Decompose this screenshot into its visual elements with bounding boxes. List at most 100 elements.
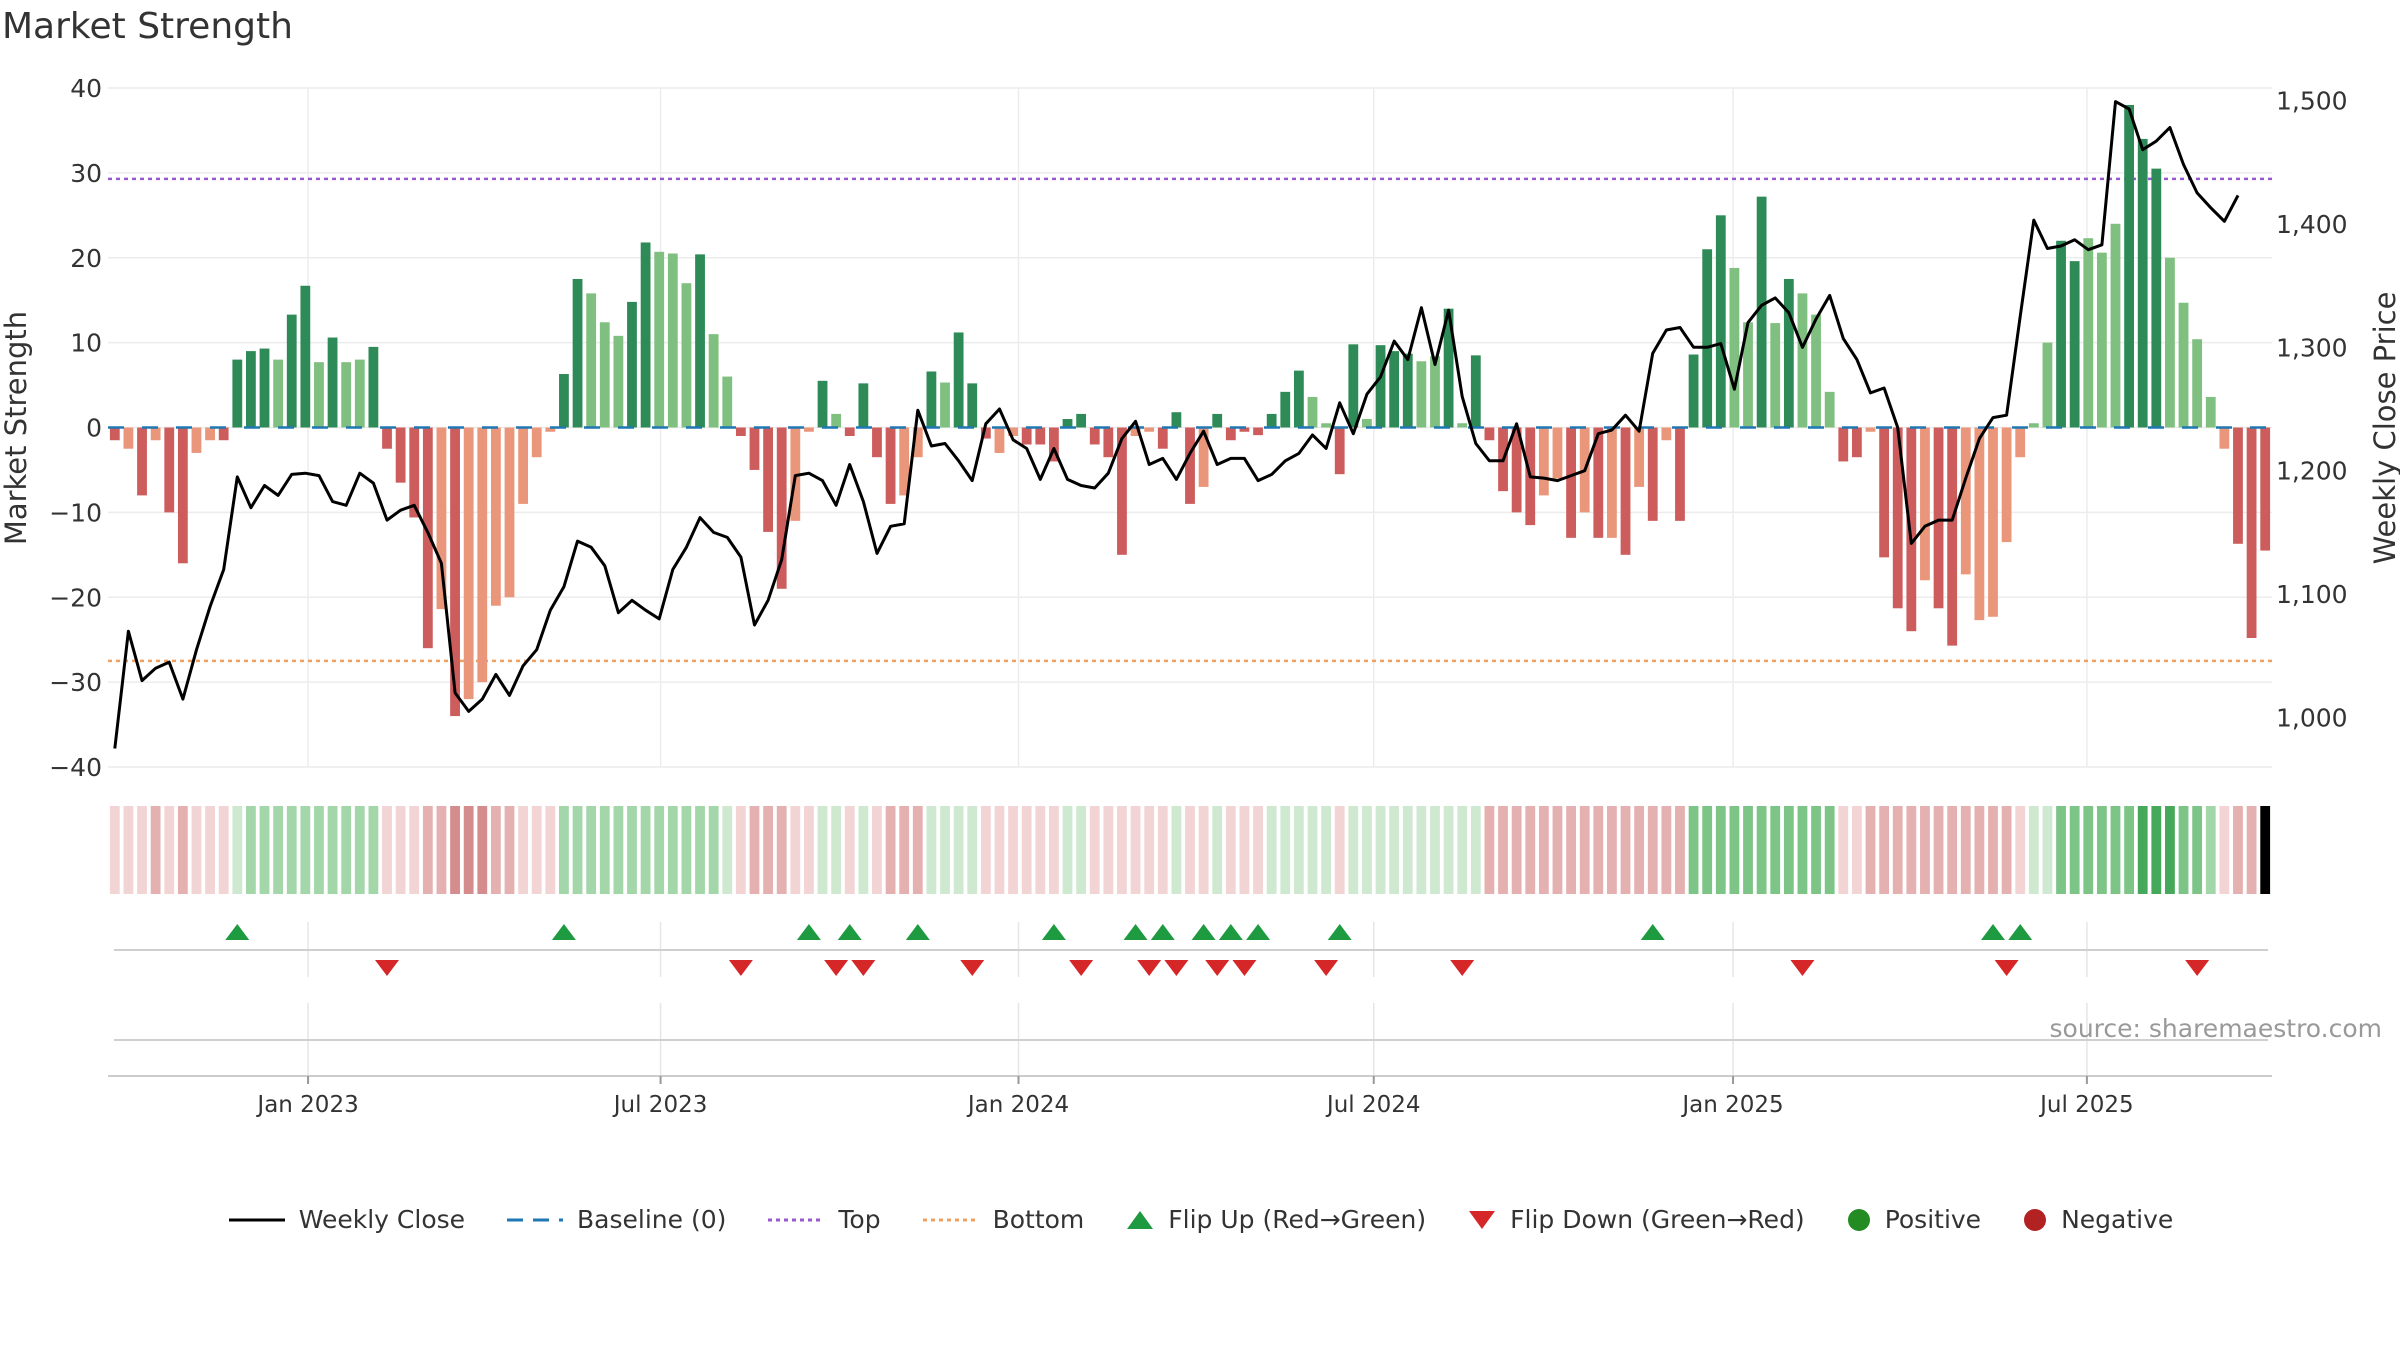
dotted-line-swatch-icon [768, 1218, 825, 1221]
strength-bar [531, 427, 542, 458]
strength-bar [681, 283, 692, 428]
strength-bar [259, 348, 270, 428]
strength-bar [1647, 427, 1658, 521]
flip-up-marker [905, 924, 930, 940]
strength-band [205, 806, 215, 894]
flip-down-marker [960, 960, 985, 976]
strength-bar [2124, 104, 2134, 428]
strength-bar [1607, 427, 1617, 538]
strength-bar [2069, 261, 2080, 428]
strength-band [545, 806, 556, 894]
strength-bar [817, 380, 828, 428]
strength-bar [2260, 427, 2271, 551]
strength-band [2042, 806, 2053, 894]
strength-bar [504, 427, 515, 598]
strength-band [1906, 806, 1917, 894]
strength-band [2246, 806, 2257, 894]
strength-bar [2178, 302, 2189, 428]
strength-bar [382, 427, 392, 449]
strength-band [2165, 806, 2175, 894]
strength-band [463, 806, 474, 894]
strength-band [300, 806, 311, 894]
strength-bar [545, 427, 556, 432]
strength-band [1783, 806, 1794, 894]
legend-weekly-close: Weekly Close [227, 1205, 465, 1234]
legend-flip-up: Flip Up (Red→Green) [1124, 1205, 1426, 1234]
strength-band [790, 806, 801, 894]
strength-band [1865, 806, 1876, 894]
strength-band [436, 806, 447, 894]
strength-band [1525, 806, 1536, 894]
strength-band [450, 806, 460, 894]
legend-flip-up-label: Flip Up (Red→Green) [1168, 1205, 1427, 1234]
flip-down-marker [1164, 960, 1189, 976]
strength-bar [1293, 370, 1304, 428]
strength-bar [246, 351, 256, 428]
strength-band [2110, 806, 2121, 894]
strength-band [1089, 806, 1100, 894]
flip-up-marker [551, 924, 576, 940]
strength-bar [2001, 427, 2012, 543]
x-tick-label: Jan 2024 [966, 1092, 1069, 1118]
strength-bar [1212, 413, 1223, 428]
strength-band [1375, 806, 1386, 894]
strength-bar [1688, 354, 1699, 428]
legend-flip-down-label: Flip Down (Green→Red) [1510, 1205, 1805, 1234]
y-tick-label: −30 [49, 668, 102, 697]
strength-band [1974, 806, 1985, 894]
strength-band [1484, 806, 1495, 894]
strength-bar [599, 322, 610, 428]
strength-bar [1743, 322, 1753, 428]
strength-bar [2137, 138, 2148, 428]
y-tick-label: 10 [70, 329, 102, 358]
strength-bar [2192, 339, 2203, 428]
strength-band [164, 806, 175, 894]
strength-band [1293, 806, 1304, 894]
strength-bar [2205, 396, 2216, 428]
strength-bar [735, 427, 746, 436]
strength-band [518, 806, 529, 894]
strength-band [1157, 806, 1168, 894]
strength-bar [2110, 223, 2121, 428]
strength-band [926, 806, 937, 894]
strength-band [1348, 806, 1359, 894]
dotted-line-swatch-icon [922, 1218, 979, 1221]
y-tick-label: 30 [70, 159, 102, 188]
strength-band [804, 806, 814, 894]
flip-up-marker [2008, 924, 2033, 940]
strength-bar [1130, 427, 1141, 436]
strength-bar [1620, 427, 1631, 555]
strength-band [2056, 806, 2066, 894]
strength-band [1021, 806, 1032, 894]
strength-band [2083, 806, 2094, 894]
legend-negative-label: Negative [2061, 1205, 2174, 1234]
strength-bar [1334, 427, 1345, 475]
strength-bar [2096, 252, 2107, 428]
strength-band [1430, 806, 1440, 894]
strength-band [1729, 806, 1740, 894]
strength-bar [1457, 423, 1468, 428]
strength-bar [1988, 427, 1998, 617]
strength-band [477, 806, 488, 894]
strength-bar [1035, 427, 1046, 445]
strength-band [1851, 806, 1862, 894]
strength-band [2178, 806, 2189, 894]
strength-bar [422, 427, 433, 649]
strength-band [382, 806, 392, 894]
y2-axis-title: Weekly Close Price [2368, 292, 2400, 565]
strength-bar [327, 337, 338, 428]
strength-band [1144, 806, 1155, 894]
strength-bar [1824, 391, 1835, 428]
strength-band [1321, 806, 1332, 894]
strength-bar [1402, 353, 1413, 428]
strength-bar [1416, 361, 1427, 428]
strength-bar [177, 427, 188, 564]
strength-bar [1661, 427, 1672, 441]
strength-band [1811, 806, 1821, 894]
strength-bar [1538, 427, 1549, 496]
strength-bar [1117, 427, 1127, 555]
flip-down-marker [728, 960, 753, 976]
strength-band [191, 806, 202, 894]
strength-band [1402, 806, 1413, 894]
strength-band [490, 806, 501, 894]
